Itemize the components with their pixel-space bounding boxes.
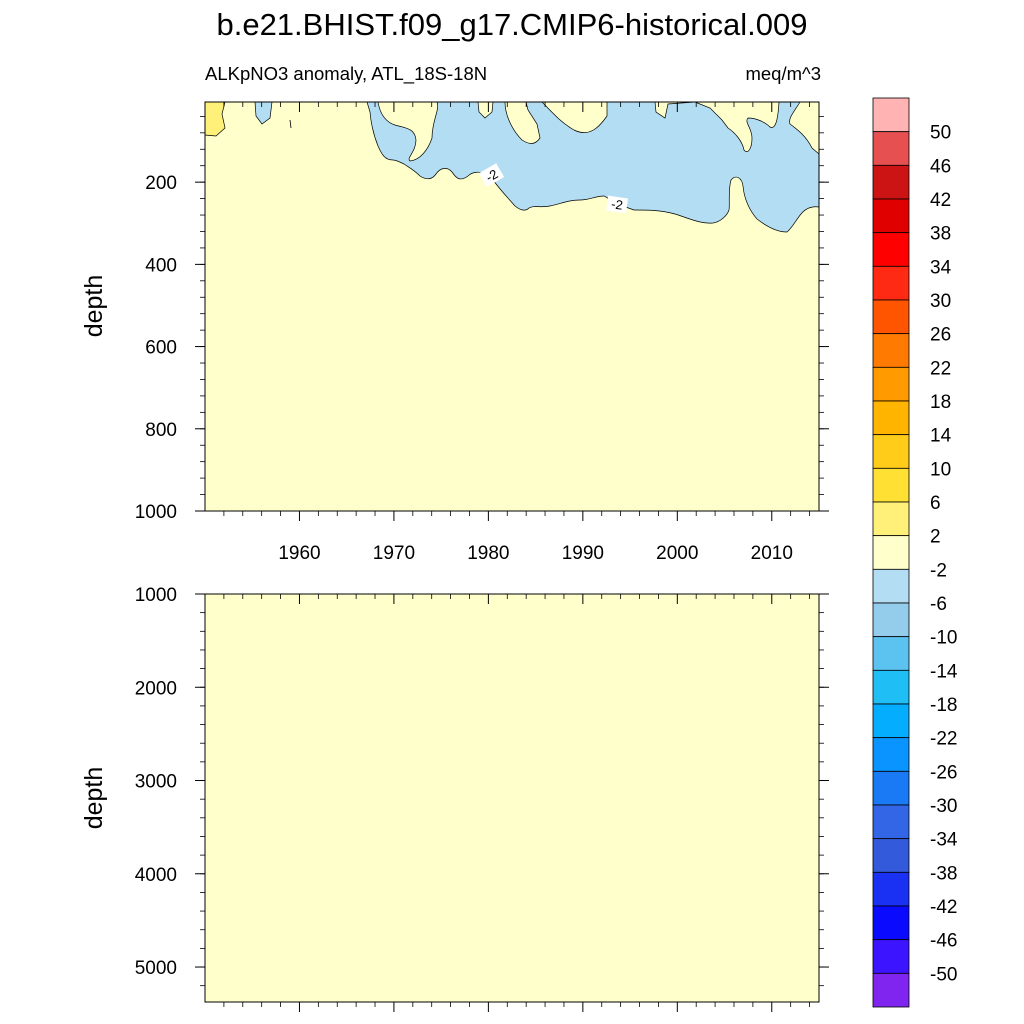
colorbar-swatch [872, 636, 910, 671]
colorbar-swatch [872, 131, 910, 166]
colorbar-swatch [872, 164, 910, 200]
colorbar-swatch [872, 804, 910, 840]
colorbar-label: -34 [930, 830, 958, 851]
colorbar-label: 34 [930, 257, 952, 278]
colorbar-swatch [872, 501, 910, 537]
colorbar-label: 30 [930, 291, 951, 312]
colorbar-swatch [872, 737, 910, 772]
lower-panel-frame [204, 593, 820, 1003]
x-tick-label: 2000 [656, 543, 698, 564]
colorbar-swatch [872, 838, 910, 873]
x-tick-label: 2010 [751, 543, 793, 564]
contour-label-1: -2 [478, 163, 505, 188]
colorbar-label: -26 [930, 762, 957, 783]
colorbar-label: 42 [930, 190, 951, 211]
colorbar-swatch [872, 333, 910, 368]
subtitle-units: meq/m^3 [745, 63, 821, 84]
colorbar-swatch [872, 770, 910, 806]
y-tick-label: 5000 [135, 958, 177, 979]
negative-anomaly-region [366, 101, 820, 233]
lower-panel: 1000 2000 3000 4000 5000 [135, 585, 829, 1012]
colorbar-swatch [872, 198, 910, 234]
colorbar-label: -10 [930, 628, 957, 649]
figure-title: b.e21.BHIST.f09_g17.CMIP6-historical.009 [216, 7, 807, 42]
upper-panel: -2 -2 1960 1970 1980 1990 2000 2010 200 400 600 8… [135, 101, 829, 564]
y-tick-label: 600 [145, 338, 177, 359]
colorbar-label: -38 [930, 863, 957, 884]
colorbar-swatch [872, 871, 910, 907]
colorbar-swatch [872, 97, 910, 133]
colorbar-swatch [872, 535, 910, 570]
colorbar-label: -50 [930, 964, 957, 985]
y-tick-label: 400 [145, 255, 177, 276]
colorbar-label: 26 [930, 325, 951, 346]
colorbar-swatch [872, 265, 910, 301]
y-tick-label: 200 [145, 173, 177, 194]
y-tick-label: 1000 [135, 502, 177, 523]
colorbar-swatch [872, 972, 910, 1008]
y-tick-label: 4000 [135, 865, 177, 886]
colorbar-label: 46 [930, 156, 951, 177]
colorbar-label: 10 [930, 459, 951, 480]
x-tick-label: 1980 [467, 543, 509, 564]
colorbar-swatch [872, 467, 910, 503]
colorbar-label: 22 [930, 358, 951, 379]
x-tick-label: 1970 [373, 543, 415, 564]
contour-label-2: -2 [606, 195, 629, 214]
colorbar-swatch [872, 568, 910, 604]
colorbar-label: 6 [930, 493, 941, 514]
upper-axes: 1960 1970 1980 1990 2000 2010 200 400 600 800 1000 [135, 102, 829, 564]
subtitle-left: ALKpNO3 anomaly, ATL_18S-18N [205, 63, 487, 85]
colorbar-label: 14 [930, 426, 952, 447]
colorbar-label: 50 [930, 123, 951, 144]
lower-y-axis-label: depth [80, 767, 108, 830]
contour-label-bg [606, 195, 629, 214]
colorbar-label: -46 [930, 931, 957, 952]
positive-patch [204, 101, 226, 137]
x-tick-label: 1960 [278, 543, 320, 564]
colorbar-label: -6 [930, 594, 947, 615]
colorbar-label: -22 [930, 729, 957, 750]
colorbar-label: 2 [930, 527, 941, 548]
colorbar-swatch [872, 232, 910, 267]
colorbar-swatch [872, 366, 910, 402]
colorbar-label: -30 [930, 796, 957, 817]
colorbar-swatch [872, 939, 910, 974]
lower-axes: 1000 2000 3000 4000 5000 [135, 585, 829, 1012]
y-tick-label: 3000 [135, 772, 177, 793]
y-tick-label: 2000 [135, 678, 177, 699]
colorbar-label: -18 [930, 695, 957, 716]
colorbar-swatch [872, 299, 910, 335]
colorbar-label: -2 [930, 560, 947, 581]
colorbar-label: -14 [930, 661, 958, 682]
colorbar-label: 18 [930, 392, 951, 413]
lower-panel-background [205, 594, 819, 1002]
colorbar-label: 38 [930, 224, 951, 245]
upper-anomaly-regions [204, 101, 820, 233]
colorbar-swatch [872, 400, 910, 436]
y-tick-label: 1000 [135, 585, 177, 606]
contour-line-dot [289, 119, 292, 129]
y-tick-label: 800 [145, 420, 177, 441]
contour-label-text: -2 [610, 196, 624, 212]
upper-y-axis-label: depth [80, 275, 108, 338]
colorbar-swatch [872, 905, 910, 941]
colorbar-swatch [872, 703, 910, 739]
contour-label-bg [478, 163, 505, 188]
colorbar: 50 46 42 38 34 30 26 22 18 14 10 6 2 -2 -6 -10 -14 -18 -22… [872, 97, 958, 1008]
colorbar-swatch [872, 434, 910, 469]
colorbar-swatch [872, 602, 910, 638]
colorbar-swatch [872, 669, 910, 705]
upper-panel-frame [204, 101, 820, 512]
colorbar-label: -42 [930, 897, 957, 918]
x-tick-label: 1990 [562, 543, 604, 564]
